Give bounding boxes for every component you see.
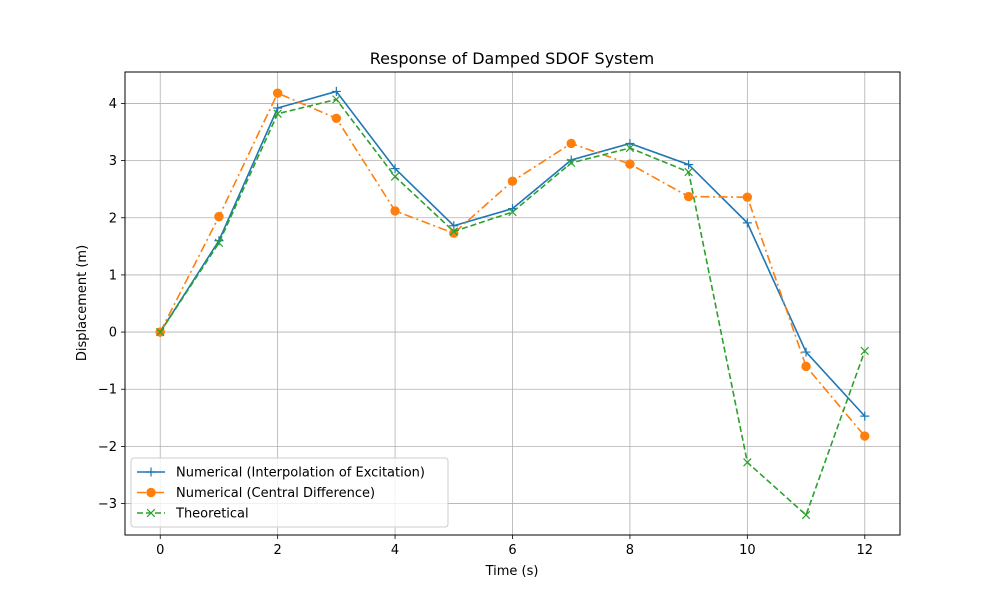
series-1-point xyxy=(273,103,283,113)
series-3-point xyxy=(332,95,341,104)
series-3-point xyxy=(390,172,400,181)
x-axis-label: Time (s) xyxy=(485,564,539,579)
series-2-point xyxy=(331,113,342,124)
plot-series xyxy=(155,86,870,520)
legend-marker-3 xyxy=(146,508,156,518)
x-tick-label: 8 xyxy=(626,543,634,558)
series-1-point xyxy=(331,86,341,96)
y-tick-label: 2 xyxy=(109,211,117,226)
legend-label-3: Theoretical xyxy=(175,507,249,522)
series-2-point xyxy=(214,211,224,222)
series-3-point xyxy=(156,327,165,337)
series-1-point xyxy=(625,138,635,148)
series-2-point xyxy=(566,138,576,149)
legend-items: Numerical (Interpolation of Excitation) N… xyxy=(137,466,425,522)
series-2-point xyxy=(860,431,870,441)
y-tick-label: −2 xyxy=(98,440,117,455)
series-1-point xyxy=(860,411,870,421)
legend-label-2: Numerical (Central Difference) xyxy=(176,486,375,501)
series-3-point xyxy=(566,158,576,168)
x-tick-label: 2 xyxy=(274,543,282,558)
x-tick-label: 4 xyxy=(391,543,399,558)
y-tick-label: −3 xyxy=(98,497,117,512)
series-2-point xyxy=(625,159,635,169)
legend-label-1: Numerical (Interpolation of Excitation) xyxy=(176,466,425,481)
y-tick-label: 0 xyxy=(109,326,117,341)
series-2-point xyxy=(742,192,753,202)
x-tick-label: 12 xyxy=(856,543,873,558)
series-1-point xyxy=(801,347,811,357)
y-tick-label: 1 xyxy=(109,268,117,283)
legend-marker-2 xyxy=(146,487,156,498)
series-3-point xyxy=(743,458,752,467)
y-tick-label: 3 xyxy=(109,154,117,169)
series-3-point xyxy=(684,167,693,177)
series-2-point xyxy=(507,176,518,186)
y-axis-label: Displacement (m) xyxy=(75,245,90,361)
series-3-point xyxy=(860,346,869,356)
series-3-point xyxy=(273,109,282,118)
series-3-point xyxy=(801,510,811,520)
series-3-point xyxy=(508,207,517,217)
series-3-point xyxy=(625,143,635,153)
series-2-point xyxy=(683,191,694,202)
y-tick-label: 4 xyxy=(109,97,117,112)
x-tick-label: 0 xyxy=(156,543,164,558)
series-2-point xyxy=(801,361,811,372)
x-tick-label: 10 xyxy=(739,543,756,558)
series-1-point xyxy=(684,160,694,170)
legend-marker-1 xyxy=(146,467,156,477)
y-tick-label: −1 xyxy=(98,383,117,398)
x-tick-label: 6 xyxy=(508,543,516,558)
legend: Numerical (Interpolation of Excitation) N… xyxy=(130,457,449,528)
series-2-point xyxy=(272,88,283,98)
series-3 xyxy=(156,95,869,520)
chart-title: Response of Damped SDOF System xyxy=(370,49,654,68)
series-3-point xyxy=(449,227,459,236)
series-1-point xyxy=(742,218,752,228)
series-2-point xyxy=(390,206,400,216)
legend-box xyxy=(130,457,449,528)
series-3-point xyxy=(214,238,224,248)
series-1-point xyxy=(390,164,400,174)
